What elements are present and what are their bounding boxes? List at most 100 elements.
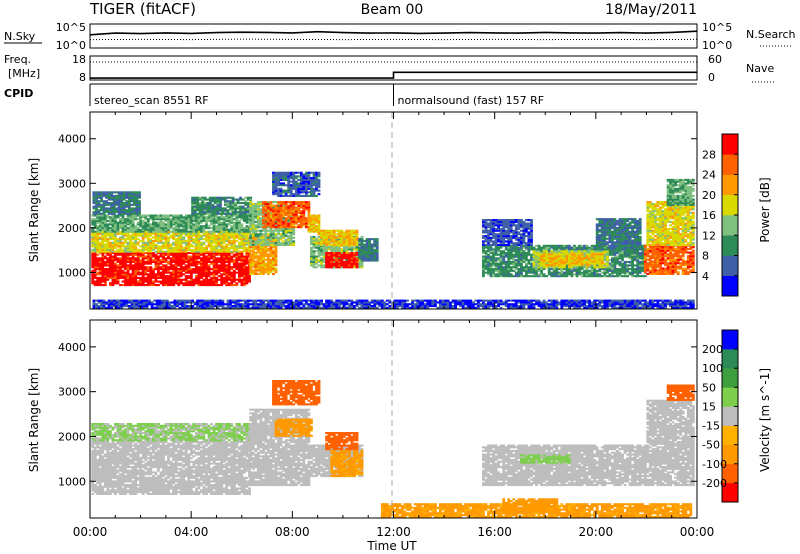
cell	[167, 227, 170, 230]
cell	[302, 187, 306, 190]
cell	[307, 227, 311, 230]
cell	[256, 235, 260, 238]
cell	[262, 301, 265, 304]
cell	[182, 269, 186, 272]
cell	[119, 268, 122, 271]
cell	[267, 204, 270, 207]
cell	[243, 245, 246, 248]
cell	[124, 280, 127, 283]
cell	[315, 257, 318, 260]
cell	[205, 275, 208, 278]
cell	[310, 303, 313, 306]
cell	[287, 229, 291, 232]
cell	[332, 260, 336, 263]
cell	[317, 171, 321, 174]
cell	[174, 255, 178, 258]
cell	[284, 222, 288, 225]
cell	[226, 212, 230, 215]
cell	[317, 180, 321, 183]
cell	[201, 305, 205, 308]
cell	[109, 243, 112, 246]
cell	[240, 230, 244, 233]
cell	[269, 229, 273, 232]
cell	[240, 275, 244, 278]
cell	[307, 184, 311, 187]
cell	[157, 276, 160, 279]
cell	[222, 280, 226, 283]
cell	[269, 213, 273, 216]
cell	[282, 201, 285, 204]
cell	[116, 278, 120, 281]
cell	[167, 268, 170, 271]
cell	[174, 214, 178, 217]
cell	[262, 260, 265, 263]
cell	[210, 219, 213, 222]
cell	[116, 243, 120, 246]
cell	[187, 214, 191, 217]
cell	[289, 201, 293, 204]
cell	[219, 203, 222, 206]
cell	[121, 225, 125, 228]
cell	[337, 252, 341, 255]
cell	[368, 245, 371, 248]
cell	[322, 255, 326, 258]
cell	[335, 299, 339, 302]
cell	[259, 305, 263, 308]
cell	[246, 299, 250, 302]
cell	[187, 255, 191, 258]
cell	[307, 206, 311, 209]
cell	[107, 202, 111, 205]
cell	[375, 243, 379, 246]
cell	[267, 306, 270, 309]
cell	[111, 228, 115, 231]
cell	[305, 306, 308, 309]
cell	[191, 306, 194, 309]
cell	[101, 234, 105, 237]
cell	[149, 253, 153, 256]
cell	[267, 211, 270, 214]
cell	[200, 257, 203, 260]
cell	[93, 245, 97, 248]
freq-left-label-bottom: [MHz]	[8, 67, 40, 80]
cell	[236, 198, 240, 201]
cell	[205, 271, 208, 274]
cell	[264, 219, 268, 222]
cell	[130, 198, 134, 201]
cell	[202, 268, 206, 271]
cell	[195, 253, 198, 256]
cell	[227, 219, 231, 222]
cell	[189, 221, 193, 224]
cpid-entry-0: stereo_scan 8551 RF	[94, 94, 209, 107]
cell	[289, 226, 293, 229]
cell	[114, 275, 117, 278]
cell	[227, 257, 231, 260]
cell	[189, 260, 193, 263]
cell	[187, 218, 191, 221]
cell	[163, 299, 167, 302]
cell	[219, 198, 222, 201]
cell	[162, 259, 165, 262]
cell	[279, 220, 283, 223]
cell	[272, 246, 275, 249]
cell	[335, 260, 339, 263]
cell	[120, 191, 124, 194]
cell	[317, 184, 321, 187]
cell	[111, 232, 115, 235]
cell	[130, 209, 134, 212]
cell	[146, 247, 150, 250]
cell	[312, 257, 316, 260]
cell	[322, 248, 326, 251]
cell	[162, 236, 165, 239]
cell	[317, 248, 321, 251]
cell	[269, 206, 273, 209]
cell	[97, 203, 101, 206]
cell	[264, 238, 268, 241]
cell	[135, 196, 139, 199]
cell	[249, 211, 253, 214]
cell	[330, 248, 334, 251]
cell	[103, 262, 107, 265]
cell	[210, 223, 213, 226]
cell	[277, 213, 280, 216]
cell	[101, 275, 105, 278]
cell	[251, 258, 255, 261]
